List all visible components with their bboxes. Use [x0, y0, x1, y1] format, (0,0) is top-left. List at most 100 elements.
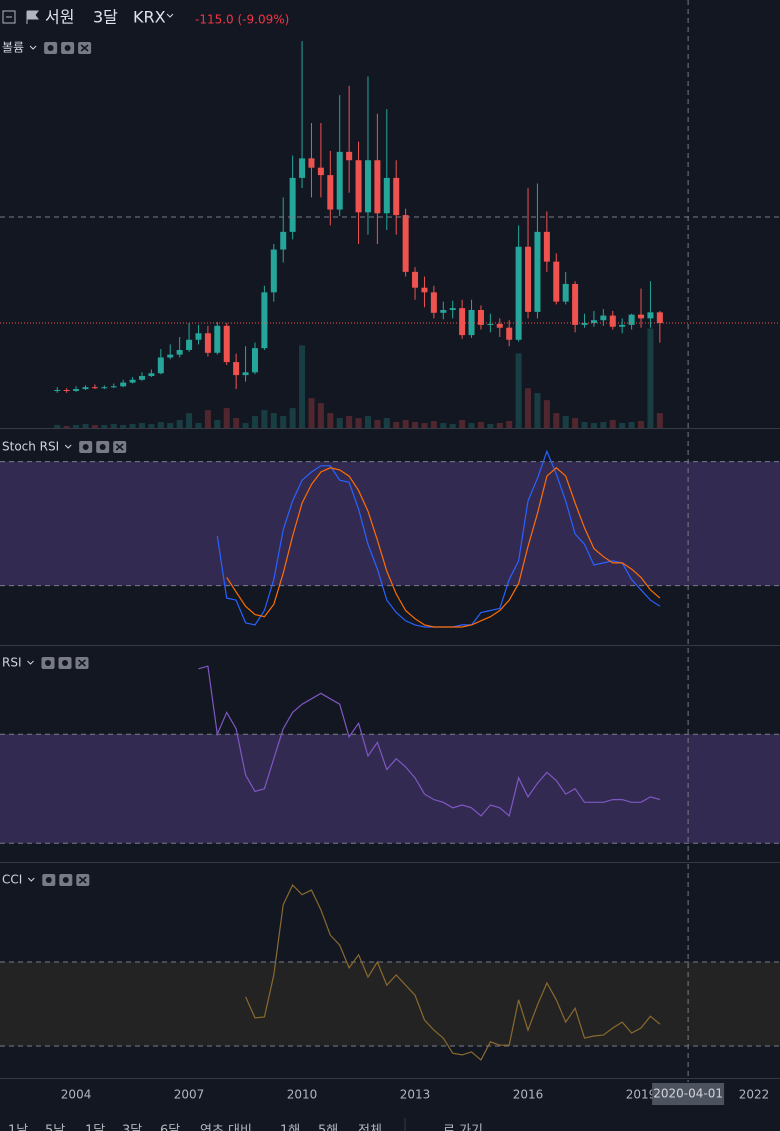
- volume-bar: [647, 328, 654, 428]
- candle-body: [91, 387, 98, 389]
- candle-body: [553, 261, 560, 302]
- candle-body: [515, 246, 522, 340]
- close-glyph: [115, 443, 124, 451]
- volume-bar: [364, 416, 371, 428]
- volume-bar: [515, 353, 522, 428]
- volume-bar: [355, 418, 362, 428]
- volume-bar: [628, 422, 635, 428]
- candle-body: [393, 177, 400, 216]
- volume-bar: [468, 423, 475, 428]
- symbol[interactable]: 서원: [45, 8, 74, 27]
- range-button[interactable]: 5해: [318, 1124, 338, 1131]
- range-button[interactable]: 1해: [280, 1124, 300, 1131]
- volume-bar: [176, 420, 183, 428]
- candle-body: [638, 314, 645, 319]
- volume-bar: [242, 423, 249, 428]
- volume-bar: [91, 425, 98, 428]
- band-fill: [0, 961, 780, 1047]
- candle-body: [299, 158, 306, 178]
- volume-bar: [110, 424, 117, 428]
- exchange-chevron[interactable]: [166, 13, 174, 18]
- candle-body: [364, 160, 371, 213]
- range-button[interactable]: 연초 대비: [200, 1124, 252, 1131]
- candle-body: [600, 315, 607, 321]
- volume-bar: [317, 403, 324, 428]
- candle-body: [534, 231, 541, 312]
- volume-bar: [449, 424, 456, 428]
- volume-bar: [289, 408, 296, 428]
- volume-bar: [138, 423, 145, 428]
- pane-chevron: [27, 877, 35, 882]
- range-button[interactable]: 6달: [160, 1124, 180, 1131]
- volume-bar: [430, 421, 437, 428]
- volume-bar: [487, 424, 494, 428]
- candle-body: [308, 158, 315, 168]
- volume-bar: [572, 418, 579, 428]
- candle-body: [176, 350, 183, 355]
- candle-body: [82, 387, 89, 390]
- candle-body: [186, 339, 193, 350]
- candle-body: [647, 312, 654, 319]
- candle-body: [449, 308, 456, 310]
- candle-body: [214, 325, 221, 353]
- volume-bar: [346, 416, 353, 428]
- range-button[interactable]: 전체: [358, 1124, 382, 1131]
- candle-body: [261, 292, 268, 349]
- volume-bar: [543, 400, 550, 428]
- x-tick-label: 2016: [513, 1088, 544, 1102]
- eye-glyph: [45, 877, 52, 883]
- candle-body: [327, 175, 334, 210]
- candle-body: [374, 160, 381, 214]
- volume-bar: [204, 410, 211, 428]
- candle-body: [496, 323, 503, 328]
- volume-bar: [299, 345, 306, 428]
- collapse-icon[interactable]: [2, 10, 16, 24]
- crosshair-label: 2020-04-01: [653, 1087, 723, 1101]
- volume-bar: [270, 413, 277, 428]
- candle-body: [581, 323, 588, 325]
- candle-body: [412, 271, 419, 288]
- flag-icon[interactable]: [26, 10, 39, 24]
- candle-body: [628, 314, 635, 325]
- volume-bar: [308, 398, 315, 428]
- volume-bar: [553, 413, 560, 428]
- close-glyph: [78, 876, 87, 884]
- band-fill: [0, 734, 780, 844]
- volume-bar: [477, 422, 484, 428]
- gear-glyph: [64, 45, 71, 51]
- candle-body: [54, 390, 61, 391]
- volume-bar: [440, 423, 447, 428]
- exchange[interactable]: KRX: [133, 8, 166, 27]
- eye-glyph: [47, 45, 54, 51]
- volume-bar: [600, 422, 607, 428]
- candle-body: [73, 389, 80, 391]
- candle-body: [101, 387, 108, 389]
- candle-body: [440, 310, 447, 313]
- volume-bar: [638, 421, 645, 428]
- volume-bar: [506, 421, 513, 428]
- close-glyph: [77, 659, 87, 667]
- range-button[interactable]: 1날: [8, 1124, 28, 1131]
- candle-body: [167, 354, 174, 358]
- candle-body: [148, 373, 155, 377]
- volume-bar: [383, 418, 390, 428]
- volume-bar: [590, 423, 597, 428]
- candle-body: [656, 312, 663, 324]
- volume-bar: [609, 420, 616, 428]
- range-button[interactable]: 1달: [85, 1124, 105, 1131]
- eye-glyph: [82, 444, 89, 450]
- candle-body: [195, 333, 202, 340]
- volume-bar: [412, 422, 419, 428]
- interval[interactable]: 3달: [93, 8, 118, 27]
- range-button[interactable]: 3달: [122, 1124, 142, 1131]
- x-tick-label: 2010: [287, 1088, 318, 1102]
- range-button[interactable]: 5날: [45, 1124, 65, 1131]
- x-tick-label: 2013: [400, 1088, 431, 1102]
- indicator-line: [198, 665, 661, 817]
- goto-button[interactable]: 로 가기: [443, 1124, 483, 1131]
- volume-bar: [73, 425, 80, 428]
- candle-body: [355, 160, 362, 213]
- candle-body: [280, 231, 287, 250]
- volume-bar: [223, 408, 230, 428]
